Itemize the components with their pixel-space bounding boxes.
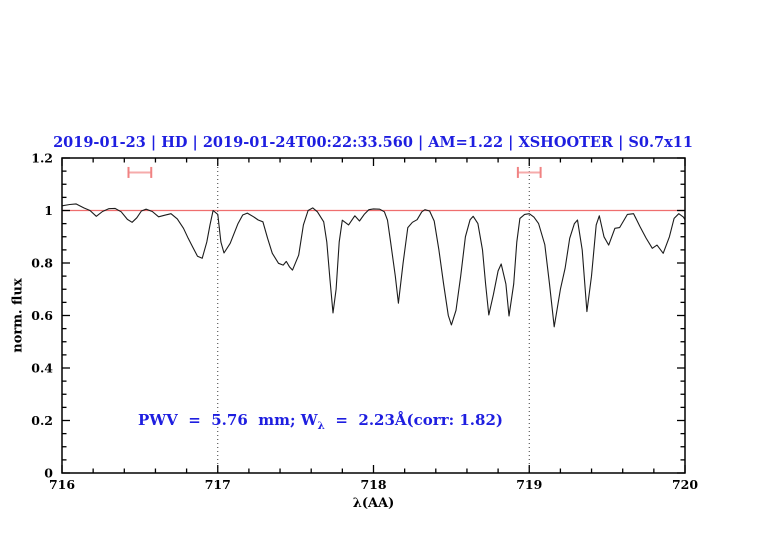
plot-title: 2019-01-23 | HD | 2019-01-24T00:22:33.56… <box>53 134 693 151</box>
y-tick-label: 0.6 <box>31 308 53 323</box>
y-tick-label: 0 <box>44 466 53 481</box>
y-tick-label: 1.2 <box>31 151 53 166</box>
y-tick-labels: 0 0.2 0.4 0.6 0.8 1 1.2 <box>31 151 53 481</box>
band-range-markers <box>127 166 542 178</box>
y-tick-label: 0.4 <box>31 361 53 376</box>
x-tick-label: 717 <box>205 477 231 492</box>
y-tick-label: 0.8 <box>31 256 53 271</box>
y-axis-label: norm. flux <box>10 278 26 353</box>
dotted-guide-lines <box>217 159 530 472</box>
spectrum-line <box>61 203 686 328</box>
y-tick-label: 1 <box>44 203 53 218</box>
plot-frame <box>61 157 686 474</box>
x-tick-label: 718 <box>360 477 386 492</box>
x-tick-label: 716 <box>49 477 75 492</box>
x-tick-label: 719 <box>516 477 542 492</box>
x-tick-labels: 716 717 718 719 720 <box>49 477 698 492</box>
pwv-annotation: PWV = 5.76 mm; Wλ = 2.23Å(corr: 1.82) <box>138 411 503 432</box>
x-axis-label: λ(AA) <box>352 496 395 511</box>
pwv-annotation-prefix: PWV = 5.76 mm; W <box>138 411 318 429</box>
x-tick-label: 720 <box>672 477 698 492</box>
pwv-annotation-subscript: λ <box>317 420 325 432</box>
y-tick-label: 0.2 <box>31 413 53 428</box>
pwv-annotation-suffix: = 2.23Å(corr: 1.82) <box>324 411 503 429</box>
